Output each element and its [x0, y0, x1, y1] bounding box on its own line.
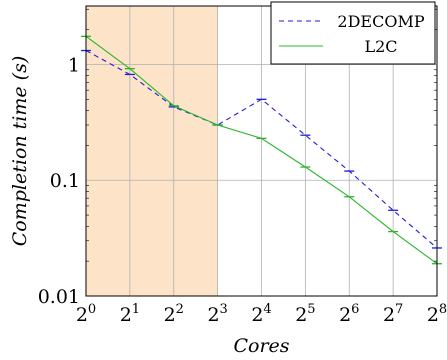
plot-background — [86, 6, 218, 296]
legend-label-1: L2C — [364, 37, 397, 56]
x-tick-label-6: 26 — [339, 302, 359, 326]
x-tick-label-2: 22 — [164, 302, 184, 326]
x-axis-label: Cores — [233, 335, 289, 357]
y-tick-label-1: 0.1 — [50, 170, 80, 192]
x-tick-label-3: 23 — [207, 302, 227, 326]
y-tick-label-2: 1 — [68, 54, 80, 76]
shaded-region — [86, 6, 218, 296]
plot-frame — [85, 5, 438, 297]
y-tick-label-0: 0.01 — [38, 286, 80, 308]
series-layer — [81, 35, 442, 265]
axes-box — [85, 5, 438, 297]
x-tick-label-0: 20 — [76, 302, 96, 326]
legend-label-0: 2DECOMP — [337, 12, 424, 31]
x-tick-label-1: 21 — [120, 302, 140, 326]
y-axis-label: Completion time (s) — [9, 56, 31, 247]
x-tick-label-4: 24 — [251, 302, 271, 326]
tick-labels: 20 21 22 23 24 25 26 27 28 0.01 0.1 1 — [38, 54, 447, 326]
x-tick-label-5: 25 — [295, 302, 315, 326]
x-tick-label-7: 27 — [383, 302, 403, 326]
legend-box — [270, 1, 436, 65]
legend: 2DECOMP L2C — [270, 1, 436, 65]
x-tick-label-8: 28 — [427, 302, 447, 326]
